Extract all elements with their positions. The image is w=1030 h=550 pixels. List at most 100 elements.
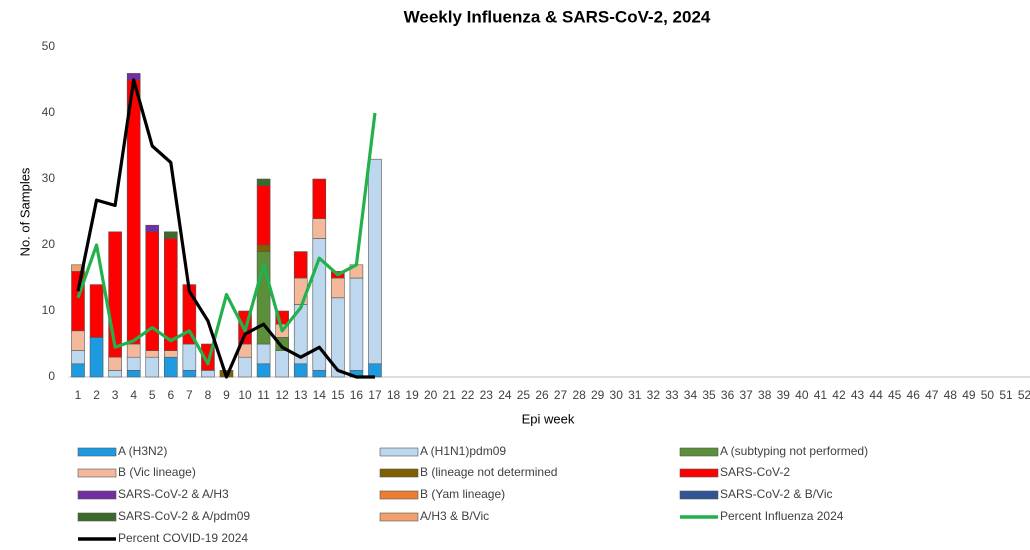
x-tick-label: 40	[795, 388, 809, 402]
x-tick-label: 10	[238, 388, 252, 402]
x-tick-label: 5	[149, 388, 156, 402]
x-tick-label: 39	[777, 388, 791, 402]
legend-swatch	[77, 490, 117, 500]
legend-label: SARS-CoV-2 & A/H3	[118, 487, 229, 501]
bar-segment	[368, 158, 382, 365]
bar-segment	[108, 356, 122, 371]
x-tick-label: 32	[647, 388, 661, 402]
x-tick-label: 14	[313, 388, 327, 402]
bar-segment	[312, 370, 327, 378]
x-axis-label: Epi week	[522, 411, 575, 426]
legend-label: Percent COVID-19 2024	[118, 531, 248, 545]
legend-swatch	[77, 468, 117, 478]
legend-swatch	[679, 468, 719, 478]
bar-segment	[71, 264, 85, 272]
x-tick-label: 34	[684, 388, 698, 402]
y-tick-label: 40	[42, 105, 56, 119]
bar-segment	[145, 231, 160, 351]
y-tick-label: 20	[42, 237, 56, 251]
x-tick-label: 4	[130, 388, 137, 402]
x-tick-label: 17	[368, 388, 382, 402]
x-tick-label: 19	[405, 388, 419, 402]
bar-segment	[145, 224, 160, 233]
legend-label: Percent Influenza 2024	[720, 509, 844, 523]
bar-segment	[182, 343, 197, 371]
legend-label: B (lineage not determined	[420, 465, 557, 479]
line-series	[76, 78, 375, 379]
x-tick-label: 33	[665, 388, 679, 402]
legend-label: A (subtyping not performed)	[720, 444, 868, 458]
bar-segment	[201, 370, 215, 378]
y-tick-label: 50	[42, 39, 56, 53]
bar-segment	[368, 363, 382, 378]
bar-segment	[331, 277, 345, 299]
bar-segment	[126, 356, 141, 371]
x-tick-label: 35	[702, 388, 716, 402]
y-tick-label: 10	[42, 303, 56, 317]
x-tick-label: 46	[907, 388, 921, 402]
legend-swatch	[679, 447, 719, 457]
bar-segment	[71, 363, 85, 378]
line-series	[76, 112, 377, 366]
x-tick-label: 15	[331, 388, 345, 402]
bar-segment	[256, 343, 271, 365]
x-tick-label: 16	[350, 388, 364, 402]
x-tick-label: 7	[186, 388, 193, 402]
x-tick-label: 25	[517, 388, 531, 402]
x-tick-label: 36	[721, 388, 735, 402]
x-tick-label: 28	[572, 388, 586, 402]
bar-segment	[256, 178, 271, 186]
bar-segment	[71, 350, 85, 365]
bar-segment	[275, 350, 289, 378]
legend-swatch	[379, 490, 419, 500]
legend-label: SARS-CoV-2	[720, 465, 790, 479]
legend-swatch	[77, 447, 117, 457]
bar-segment	[256, 185, 271, 246]
x-tick-label: 48	[944, 388, 958, 402]
x-tick-label: 3	[112, 388, 119, 402]
x-tick-label: 23	[480, 388, 494, 402]
bar-segment	[89, 284, 104, 338]
x-tick-label: 6	[167, 388, 174, 402]
x-tick-label: 12	[275, 388, 289, 402]
bar-segment	[256, 244, 271, 252]
bar-segment	[238, 356, 252, 378]
bar-segment	[182, 370, 197, 378]
legend-swatch	[77, 512, 117, 522]
legend-swatch	[379, 468, 419, 478]
legend-label: A (H3N2)	[118, 444, 167, 458]
bar-segment	[164, 356, 178, 378]
legend-label: B (Yam lineage)	[420, 487, 505, 501]
x-tick-label: 18	[387, 388, 401, 402]
y-axis-label: No. of Samples	[17, 167, 32, 256]
x-tick-label: 45	[888, 388, 902, 402]
x-tick-label: 11	[257, 388, 270, 402]
x-tick-label: 24	[498, 388, 512, 402]
x-tick-label: 27	[554, 388, 568, 402]
legend-label: B (Vic lineage)	[118, 465, 196, 479]
legend-label: SARS-CoV-2 & B/Vic	[720, 487, 833, 501]
legend-label: A/H3 & B/Vic	[420, 509, 489, 523]
x-tick-label: 22	[461, 388, 475, 402]
bar-segment	[108, 370, 122, 378]
bar-segment	[293, 363, 308, 378]
x-tick-label: 9	[223, 388, 230, 402]
bar-segment	[126, 343, 141, 358]
x-tick-label: 37	[739, 388, 753, 402]
x-tick-label: 29	[591, 388, 605, 402]
bar-segment	[164, 238, 178, 351]
x-tick-label: 47	[925, 388, 939, 402]
x-tick-label: 31	[628, 388, 642, 402]
bar-segment	[293, 251, 308, 279]
chart-title: Weekly Influenza & SARS-CoV-2, 2024	[404, 7, 711, 26]
x-tick-label: 42	[832, 388, 846, 402]
bar-segment	[256, 363, 271, 378]
x-tick-label: 13	[294, 388, 308, 402]
bar-segment	[71, 330, 85, 351]
bar-segment	[145, 356, 160, 378]
y-tick-label: 0	[48, 369, 55, 383]
bar-segment	[126, 370, 141, 378]
legend-label: SARS-CoV-2 & A/pdm09	[118, 509, 250, 523]
x-tick-label: 8	[205, 388, 212, 402]
bar-segment	[164, 231, 178, 239]
